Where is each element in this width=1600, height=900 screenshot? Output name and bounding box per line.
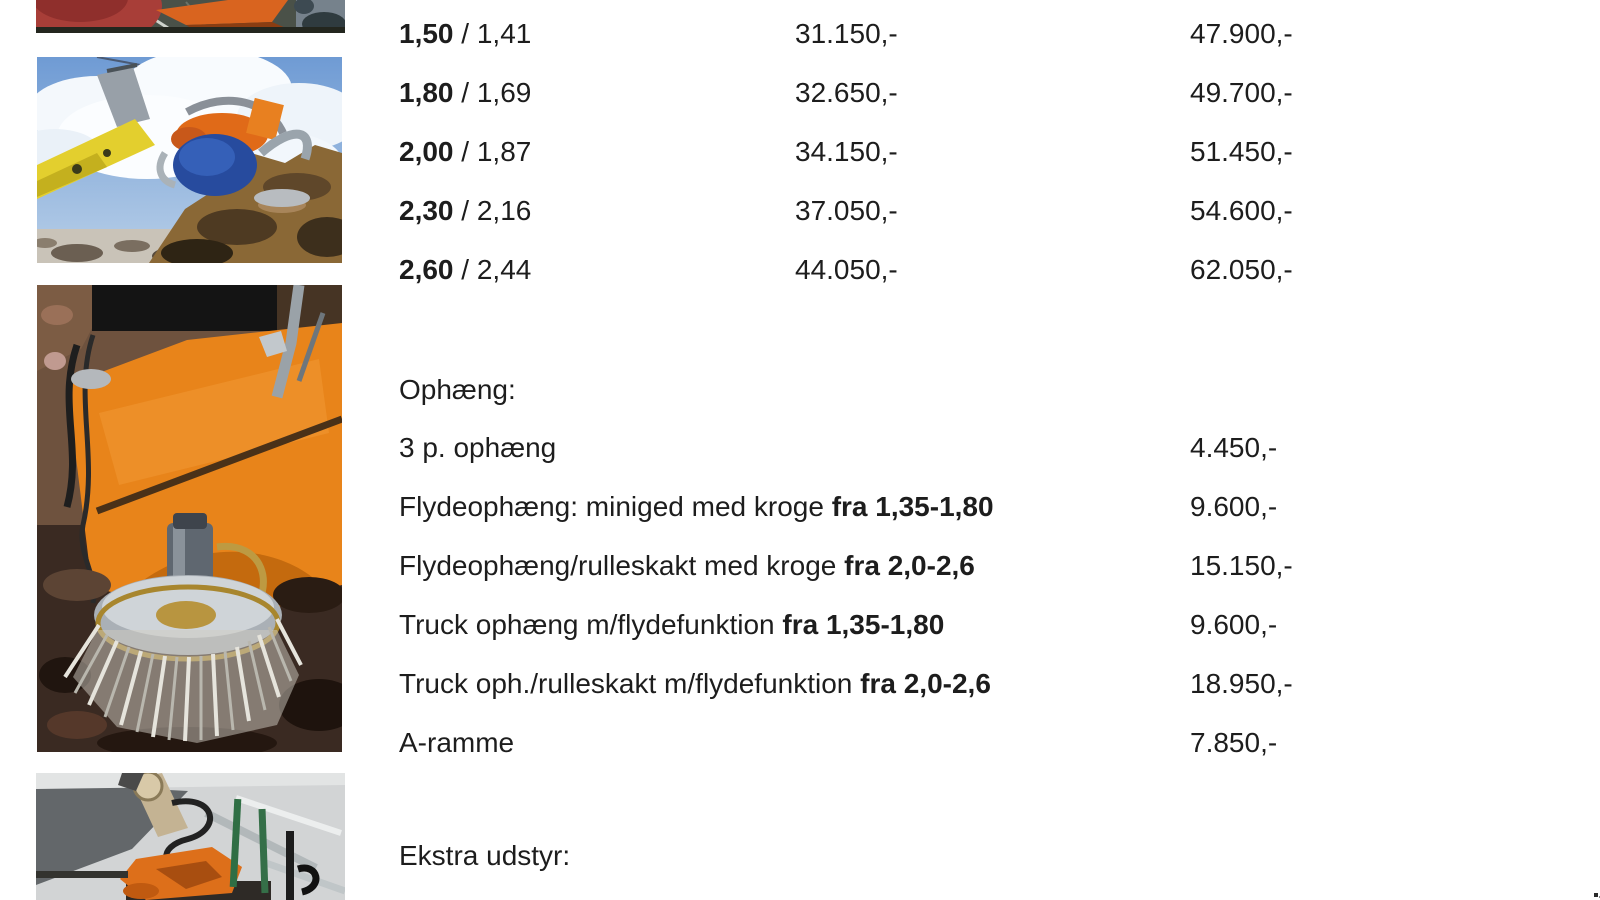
- item-label: 3 p. ophæng: [399, 432, 556, 464]
- item-label: Truck oph./rulleskakt m/flydefunktion fr…: [399, 668, 991, 700]
- photo-illustration: [37, 285, 342, 752]
- sweeper-on-icy-asphalt-photo: [36, 773, 345, 900]
- table-row: 1,50 / 1,41 31.150,- 47.900,-: [0, 18, 1600, 50]
- item-price: 7.850,-: [1190, 727, 1278, 758]
- page-corner-mark: [1594, 893, 1598, 897]
- item-label-text: Truck ophæng m/flydefunktion: [399, 609, 783, 640]
- table-row: 2,60 / 2,44 44.050,- 62.050,-: [0, 254, 1600, 286]
- price-a: 32.650,-: [795, 77, 898, 108]
- size-primary: 2,30: [399, 195, 454, 226]
- ophaeng-item: Truck oph./rulleskakt m/flydefunktion fr…: [0, 668, 1600, 700]
- photo-illustration: [36, 773, 345, 900]
- price-a: 37.050,-: [795, 195, 898, 226]
- size-primary: 2,60: [399, 254, 454, 285]
- size-secondary: / 1,69: [453, 77, 532, 108]
- photo-illustration: [36, 0, 345, 33]
- item-price: 9.600,-: [1190, 609, 1278, 640]
- ophaeng-item: A-ramme 7.850,-: [0, 727, 1600, 759]
- red-brush-disc-detail-photo: [36, 0, 345, 33]
- item-label-text: Flydeophæng/rulleskakt med kroge: [399, 550, 845, 581]
- ophaeng-section-row: Ophæng:: [0, 374, 1600, 406]
- size-secondary: / 1,41: [453, 18, 532, 49]
- item-label-bold: fra 1,35-1,80: [782, 609, 945, 640]
- item-price: 18.950,-: [1190, 668, 1293, 699]
- table-row: 1,80 / 1,69 32.650,- 49.700,-: [0, 77, 1600, 109]
- item-price: 15.150,-: [1190, 550, 1293, 581]
- price-b: 49.700,-: [1190, 77, 1293, 108]
- item-label: Flydeophæng: miniged med kroge fra 1,35-…: [399, 491, 994, 523]
- size-value: 1,80 / 1,69: [399, 77, 531, 109]
- price-a: 44.050,-: [795, 254, 898, 285]
- size-value: 2,00 / 1,87: [399, 136, 531, 168]
- price-a: 34.150,-: [795, 136, 898, 167]
- table-row: 2,30 / 2,16 37.050,- 54.600,-: [0, 195, 1600, 227]
- size-primary: 2,00: [399, 136, 454, 167]
- size-primary: 1,80: [399, 77, 454, 108]
- size-value: 2,30 / 2,16: [399, 195, 531, 227]
- size-primary: 1,50: [399, 18, 454, 49]
- item-label-text: A-ramme: [399, 727, 515, 758]
- ophaeng-heading: Ophæng:: [399, 374, 516, 405]
- item-label-text: Truck oph./rulleskakt m/flydefunktion: [399, 668, 861, 699]
- item-label: Flydeophæng/rulleskakt med kroge fra 2,0…: [399, 550, 975, 582]
- size-secondary: / 2,16: [453, 195, 532, 226]
- ekstra-udstyr-section-row: Ekstra udstyr:: [0, 840, 1600, 872]
- photo-illustration: [37, 57, 342, 263]
- item-label-bold: fra 2,0-2,6: [844, 550, 975, 581]
- price-b: 47.900,-: [1190, 18, 1293, 49]
- orange-sweeper-rotary-brush-photo: [37, 285, 342, 752]
- price-b: 62.050,-: [1190, 254, 1293, 285]
- price-b: 54.600,-: [1190, 195, 1293, 226]
- price-b: 51.450,-: [1190, 136, 1293, 167]
- table-row: 2,00 / 1,87 34.150,- 51.450,-: [0, 136, 1600, 168]
- item-price: 9.600,-: [1190, 491, 1278, 522]
- item-label: A-ramme: [399, 727, 514, 759]
- ophaeng-item: 3 p. ophæng 4.450,-: [0, 432, 1600, 464]
- price-a: 31.150,-: [795, 18, 898, 49]
- size-value: 2,60 / 2,44: [399, 254, 531, 286]
- size-value: 1,50 / 1,41: [399, 18, 531, 50]
- ophaeng-item: Flydeophæng/rulleskakt med kroge fra 2,0…: [0, 550, 1600, 582]
- item-label: Truck ophæng m/flydefunktion fra 1,35-1,…: [399, 609, 944, 641]
- size-secondary: / 2,44: [453, 254, 532, 285]
- ekstra-udstyr-heading: Ekstra udstyr:: [399, 840, 571, 871]
- item-price: 4.450,-: [1190, 432, 1278, 463]
- size-secondary: / 1,87: [453, 136, 532, 167]
- item-label-text: Flydeophæng: miniged med kroge: [399, 491, 832, 522]
- ophaeng-item: Flydeophæng: miniged med kroge fra 1,35-…: [0, 491, 1600, 523]
- ophaeng-item: Truck ophæng m/flydefunktion fra 1,35-1,…: [0, 609, 1600, 641]
- item-label-bold: fra 1,35-1,80: [831, 491, 994, 522]
- item-label-bold: fra 2,0-2,6: [860, 668, 991, 699]
- item-label-text: 3 p. ophæng: [399, 432, 557, 463]
- boom-sweeper-over-compost-photo: [37, 57, 342, 263]
